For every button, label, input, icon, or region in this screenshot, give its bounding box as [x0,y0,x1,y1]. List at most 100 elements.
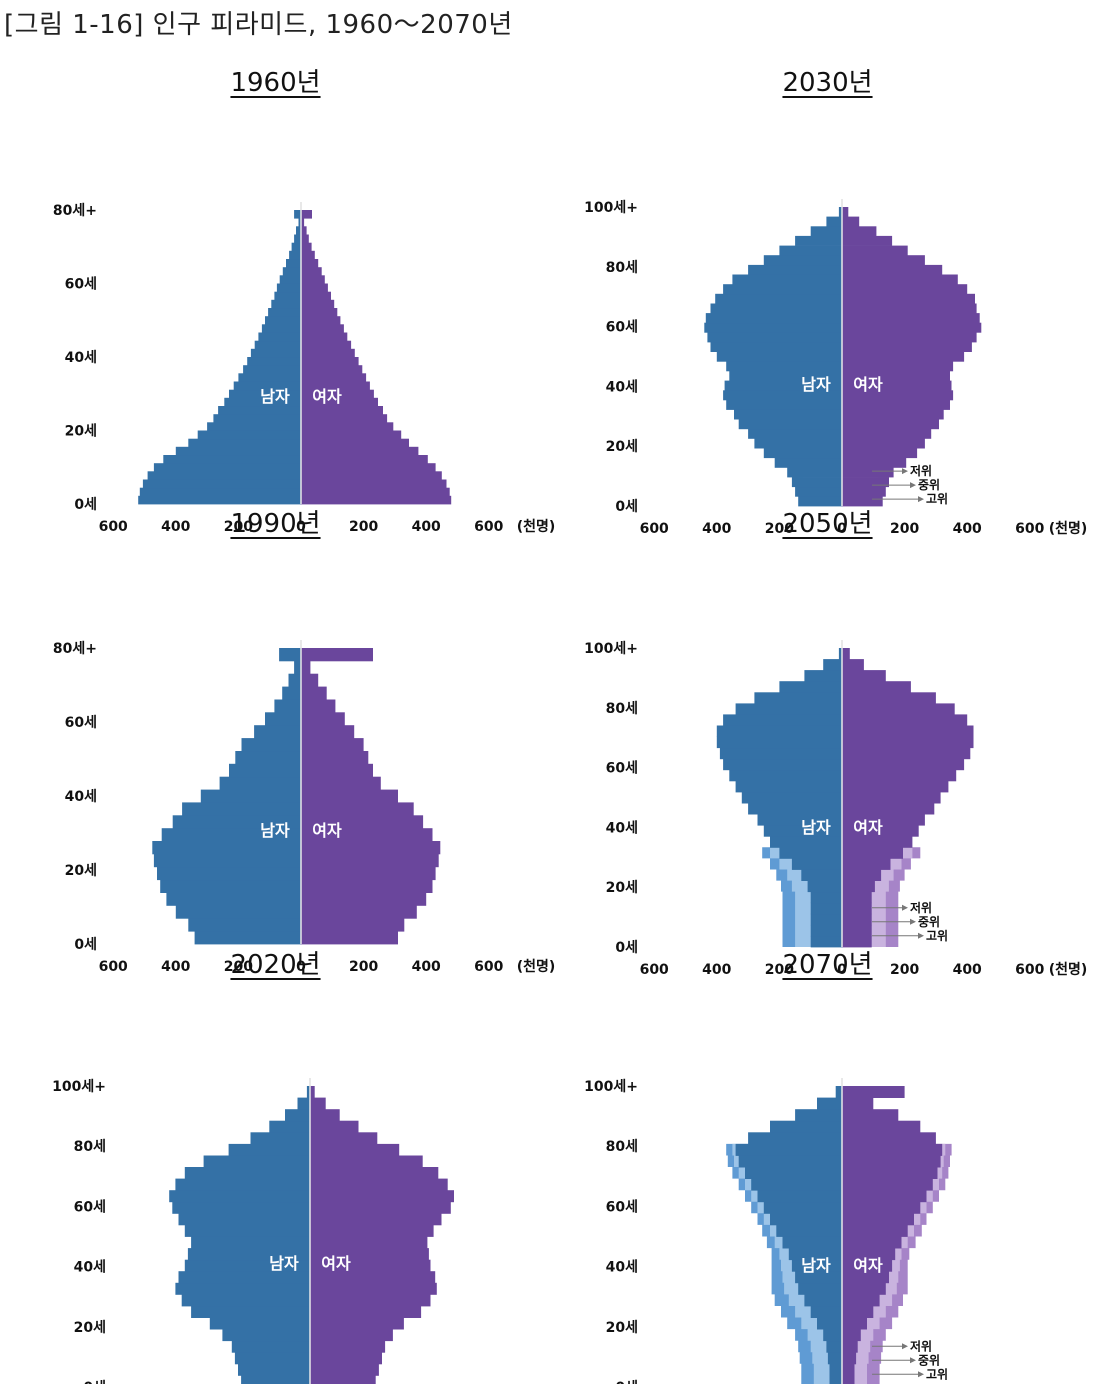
male-bar [224,397,301,407]
y-tick-label: 60세 [606,1199,638,1215]
male-bar [795,1109,843,1122]
pyramid-2070: 2070년 남자 여자 0세 20세 40세 60세 80세 100세+ 600 400 200 0 2… [552,944,1103,1384]
male-bar [734,409,842,420]
female-bar [842,769,957,782]
male-bar [782,1236,842,1249]
male-bar [271,299,301,309]
female-bar [301,365,363,374]
female-bar [310,1317,404,1330]
y-tick-label: 60세 [65,715,97,731]
panel-title: 1960년 [230,68,321,98]
female-bar [842,274,958,285]
male-bar [735,780,842,793]
y-tick-label: 80세+ [53,203,97,219]
x-tick-label: 600 [1015,962,1044,978]
x-tick-label: 400 [702,962,731,978]
female-bar [842,1317,867,1330]
male-bar [807,880,842,893]
pyramid-2030: 2030년 남자 여자 0세 20세 40세 60세 80세 100세+ 600 400 200 0 2… [552,62,1103,537]
female-bar [310,1352,382,1365]
pyramid-chart-2030: 남자 여자 0세 20세 40세 60세 80세 100세+ 600 400 200 0 200 400 6… [584,199,1087,537]
y-tick-label: 20세 [74,1320,106,1336]
y-tick-label: 100세+ [584,1079,638,1095]
male-bar [823,659,842,671]
variant-label: 중위 [918,478,940,492]
y-tick-label: 80세 [74,1139,106,1155]
y-tick-label: 40세 [74,1260,106,1276]
female-bar [301,853,439,868]
female-bar [301,673,319,687]
female-bar [842,1143,943,1156]
panel-title: 2030년 [782,68,873,98]
male-bar [738,1155,842,1168]
x-tick-label: 600 [99,519,128,535]
male-bar [175,1178,310,1191]
x-tick-label: 0 [296,959,306,975]
male-bar [774,457,842,468]
male-bar [163,455,301,464]
female-bar [842,351,965,362]
y-tick-label: 0세 [83,1380,106,1384]
female-bar [301,471,442,480]
pyramid-2050: 2050년 남자 여자 0세 20세 40세 60세 80세 100세+ 600 400 200 0 2… [552,503,1103,978]
male-bar [161,828,301,842]
y-tick-label: 80세+ [53,641,97,657]
female-bar [301,348,355,358]
male-bar [184,1259,310,1272]
male-bar [726,399,842,410]
female-bar [842,792,941,804]
female-bar [842,322,982,333]
male-bar [810,902,842,915]
panel-title: 2020년 [230,950,321,980]
female-bar [301,866,436,881]
variant-label: 저위 [910,900,932,915]
male-bar [787,467,842,478]
male-bar [229,389,301,399]
female-bar [842,361,954,372]
y-tick-label: 20세 [606,1320,638,1336]
female-label: 여자 [853,375,883,394]
female-bar [301,275,325,284]
female-bar [842,409,944,420]
male-bar [763,825,843,837]
male-bar [294,234,301,244]
male-bar [735,703,842,715]
y-tick-label: 100세+ [584,641,638,657]
male-bar [188,918,301,932]
male-bar [804,1294,842,1307]
female-bar [842,1097,874,1110]
male-bar [243,365,301,374]
male-bar [715,293,842,304]
female-bar [310,1155,423,1168]
female-label: 여자 [853,818,883,837]
female-bar [310,1190,454,1203]
male-bar [707,332,842,343]
female-bar [310,1178,448,1191]
female-bar [842,703,955,715]
female-label: 여자 [312,821,342,840]
x-tick-label: 200 [890,521,919,537]
female-bar [301,283,328,293]
male-bar [810,913,842,926]
arrow-head [902,904,908,911]
variant-label: 저위 [910,1338,932,1353]
female-bar [301,660,311,675]
male-bar [798,1282,842,1295]
male-bar [222,1329,310,1342]
female-bar [842,803,935,815]
y-tick-label: 60세 [606,320,638,336]
female-bar [842,1282,886,1295]
female-bar [842,235,893,246]
male-bar [191,1236,310,1249]
male-bar [810,1306,842,1318]
male-bar [172,1201,310,1214]
female-bar [301,455,428,464]
male-bar [238,373,301,382]
male-bar [826,216,843,227]
female-bar [842,913,872,926]
female-bar [842,692,936,704]
male-bar [810,935,842,948]
male-bar [788,1248,842,1261]
female-bar [842,226,877,237]
male-bar [282,267,301,276]
